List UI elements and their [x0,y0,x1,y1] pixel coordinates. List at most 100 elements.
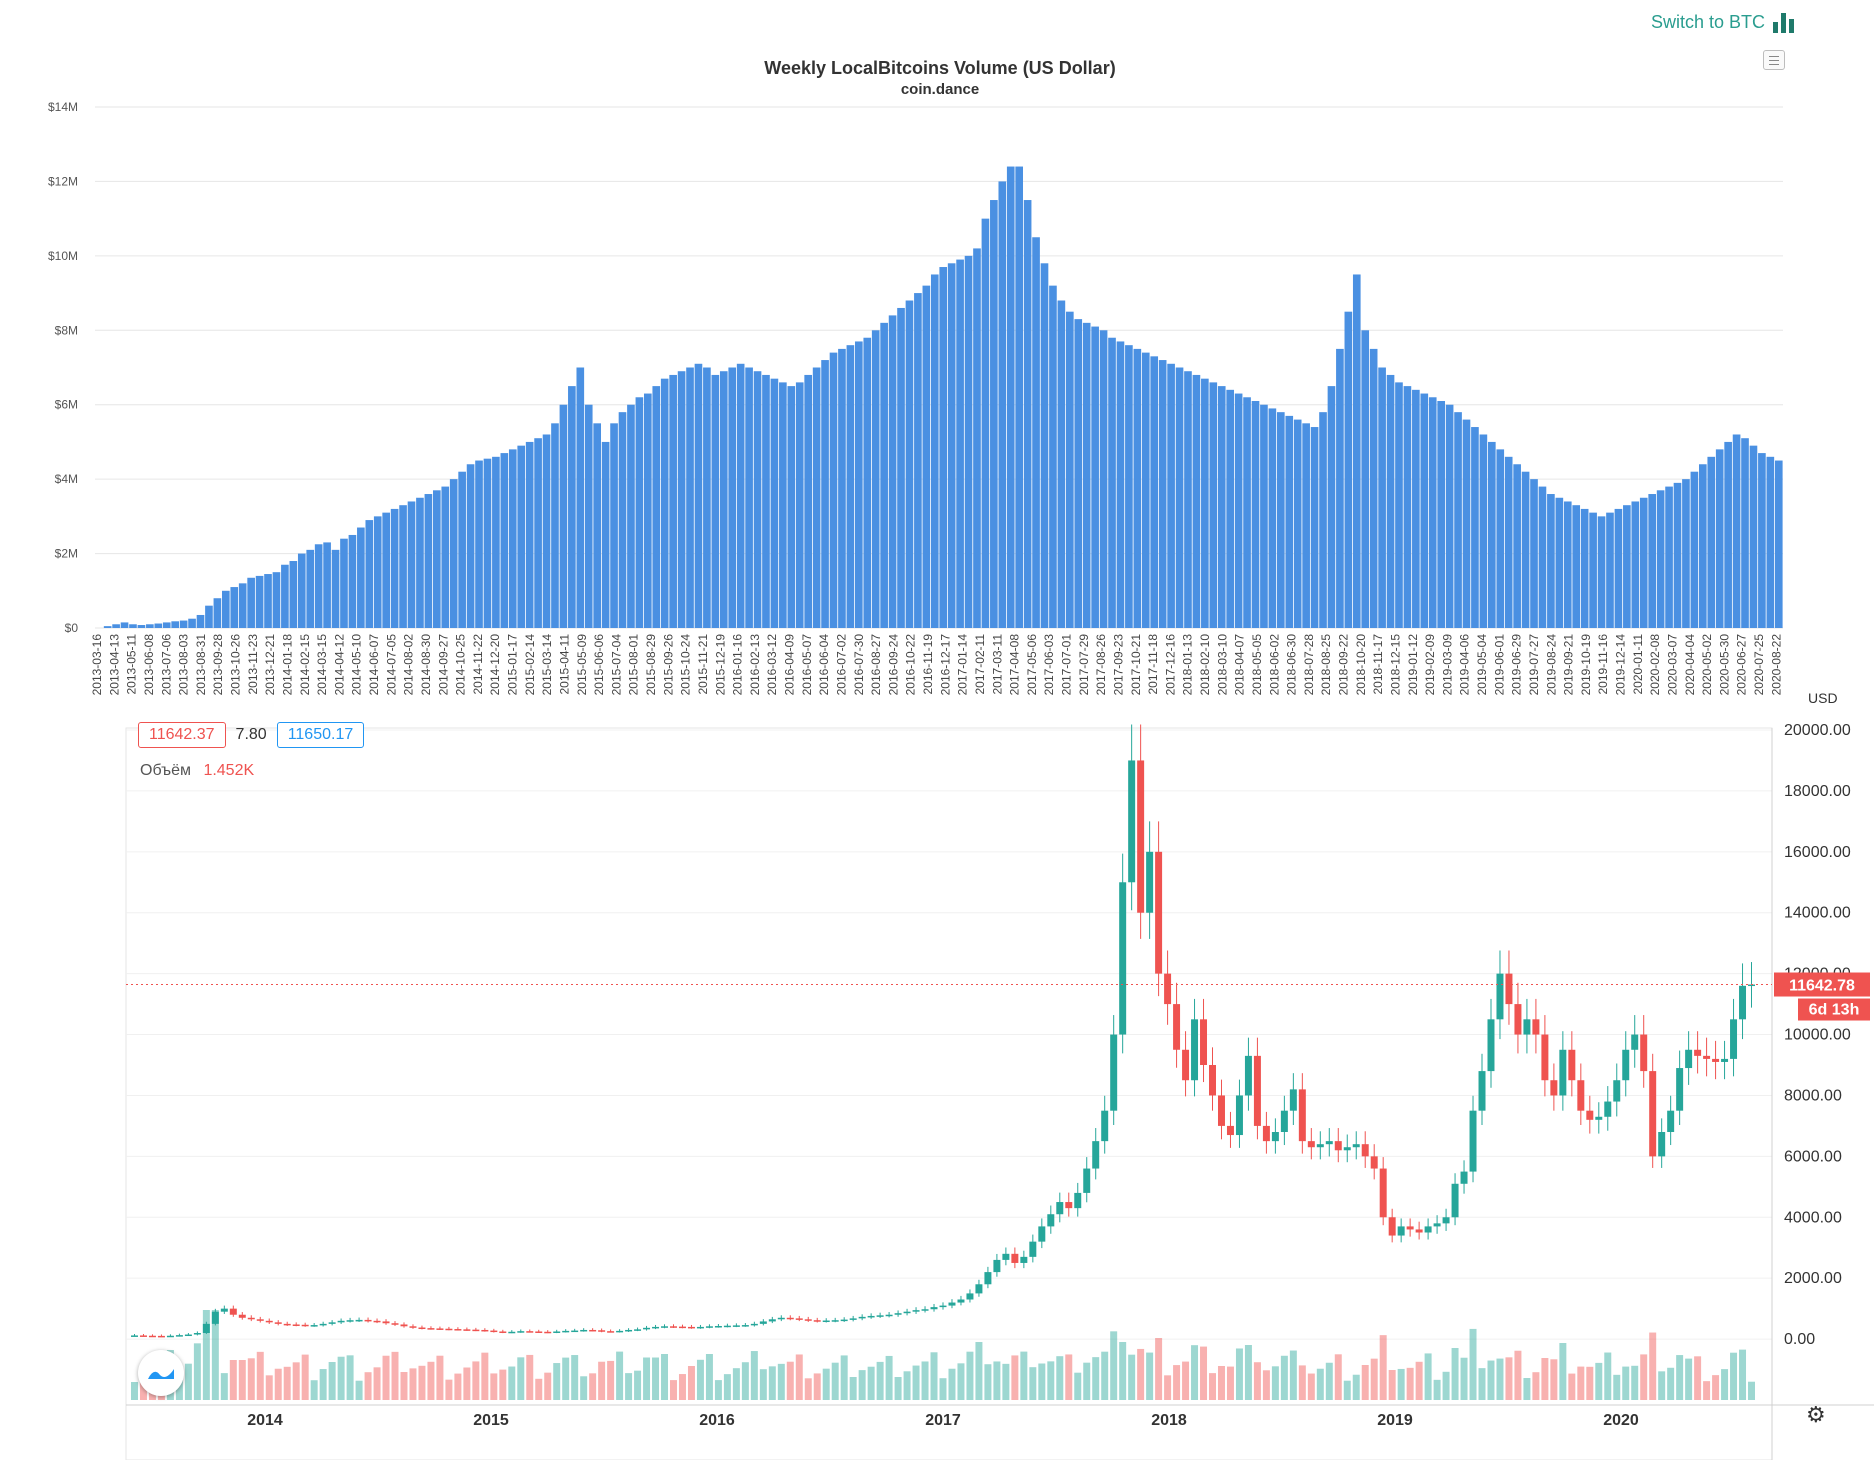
volume-bar [849,1377,857,1400]
candle-body [355,1319,363,1322]
volume-bar [1572,505,1581,628]
volume-bar [858,1370,866,1400]
x-tick-label: 2018-05-05 [1250,634,1264,696]
volume-bar [1378,367,1386,628]
volume-bar [1597,516,1606,628]
volume-bar [289,561,298,628]
switch-to-btc-button[interactable]: Switch to BTC [1651,12,1794,33]
candle-body [1325,1141,1333,1145]
x-tick-label: 2019-06-29 [1510,634,1524,696]
volume-bar [1277,412,1285,628]
volume-bar [238,583,247,628]
candle-body [544,1331,552,1334]
volume-bar [804,1378,812,1400]
volume-bar [768,1366,776,1400]
volume-bar [618,412,627,628]
volume-bar [1685,1358,1693,1400]
x-tick-label: 2014-09-27 [436,634,450,696]
tradingview-logo-button[interactable] [138,1350,184,1396]
volume-bar [1488,441,1496,628]
bar-series [103,166,1783,629]
x-tick-label: 2020-07-25 [1752,634,1766,696]
volume-bar [137,625,146,628]
volume-bar [1442,1371,1450,1400]
volume-bar [625,1373,633,1400]
x-tick-label: 2017-07-29 [1077,634,1091,696]
candle-body [1415,1229,1423,1233]
close-value: 11650.17 [276,722,365,748]
volume-bar [1344,311,1353,628]
candle-body [1676,1068,1684,1111]
volume-bar [1133,348,1142,628]
x-tick-label: 2015-02-14 [523,634,537,696]
volume-bar [179,620,188,628]
candle-body [382,1321,390,1324]
x-tick-label: 2013-06-08 [142,634,156,696]
volume-bar [1310,427,1319,628]
candle-body [795,1318,803,1320]
volume-bar [427,1361,435,1400]
volume-bar [634,1370,642,1400]
volume-bar [559,404,568,628]
volume-bar [1748,1381,1755,1400]
volume-bar [1361,330,1370,628]
volume-bar [1504,456,1513,628]
chart-menu-button[interactable] [1763,50,1785,70]
x-tick-label: 2016-01-16 [731,634,745,696]
volume-bar [1209,1373,1216,1400]
candle-body [1182,1049,1190,1081]
volume-bar [1682,479,1690,628]
x-tick-label: 2019-09-21 [1562,634,1576,696]
volume-bar [1262,1370,1270,1400]
candle-body [1622,1049,1630,1081]
x-tick-label: 2020-05-30 [1717,634,1731,696]
gear-icon[interactable]: ⚙ [1806,1402,1826,1427]
volume-bar [723,1374,731,1400]
candle-body [454,1329,462,1331]
time-tick-label: 2017 [925,1412,961,1429]
candle-body [1047,1214,1055,1227]
candle-body [1164,973,1172,1005]
price-tick-label: 20000.00 [1784,722,1851,739]
volume-bar [247,1358,255,1400]
candle-body [1020,1256,1028,1263]
volume-bar [171,621,179,628]
volume-bar [1243,397,1251,628]
volume-bar [1234,393,1243,628]
x-tick-label: 2013-07-06 [159,634,173,696]
candle-body [1586,1110,1594,1120]
x-axis-ticks: 2013-03-16 2013-04-13 2013-05-11 2013-06-08… [90,634,1783,696]
volume-bar [1155,1338,1163,1400]
volume-bar [120,622,129,628]
x-tick-label: 2019-01-12 [1406,634,1420,696]
volume-bar [492,456,500,628]
candle-body [1703,1055,1711,1059]
volume-bar [1146,1352,1154,1400]
volume-bar [939,1378,947,1400]
volume-bar [1388,1370,1396,1400]
x-tick-label: 2017-04-08 [1008,634,1022,696]
x-tick-label: 2019-03-09 [1440,634,1454,696]
candle-body [328,1322,336,1324]
candle-body [598,1330,606,1332]
x-tick-label: 2014-02-15 [298,634,312,696]
volume-bar [1235,1348,1243,1400]
candle-body [1083,1168,1091,1193]
volume-bar [598,1361,606,1400]
candle-body [1406,1226,1414,1230]
candle-body [238,1314,246,1318]
volume-bar [607,1360,615,1400]
candle-body [301,1324,309,1327]
volume-bar [1082,322,1091,628]
volume-bar [1137,1348,1145,1400]
volume-bar [1739,1349,1747,1400]
volume-bar [454,1373,462,1400]
volume-bar [1639,497,1648,628]
candle-body [705,1326,713,1328]
candle-body [1361,1144,1369,1157]
candle-body [1451,1183,1459,1218]
volume-bar [355,1380,363,1400]
volume-bar [1226,1366,1234,1400]
x-tick-label: 2016-11-19 [921,634,935,695]
x-tick-label: 2019-04-06 [1458,634,1472,696]
